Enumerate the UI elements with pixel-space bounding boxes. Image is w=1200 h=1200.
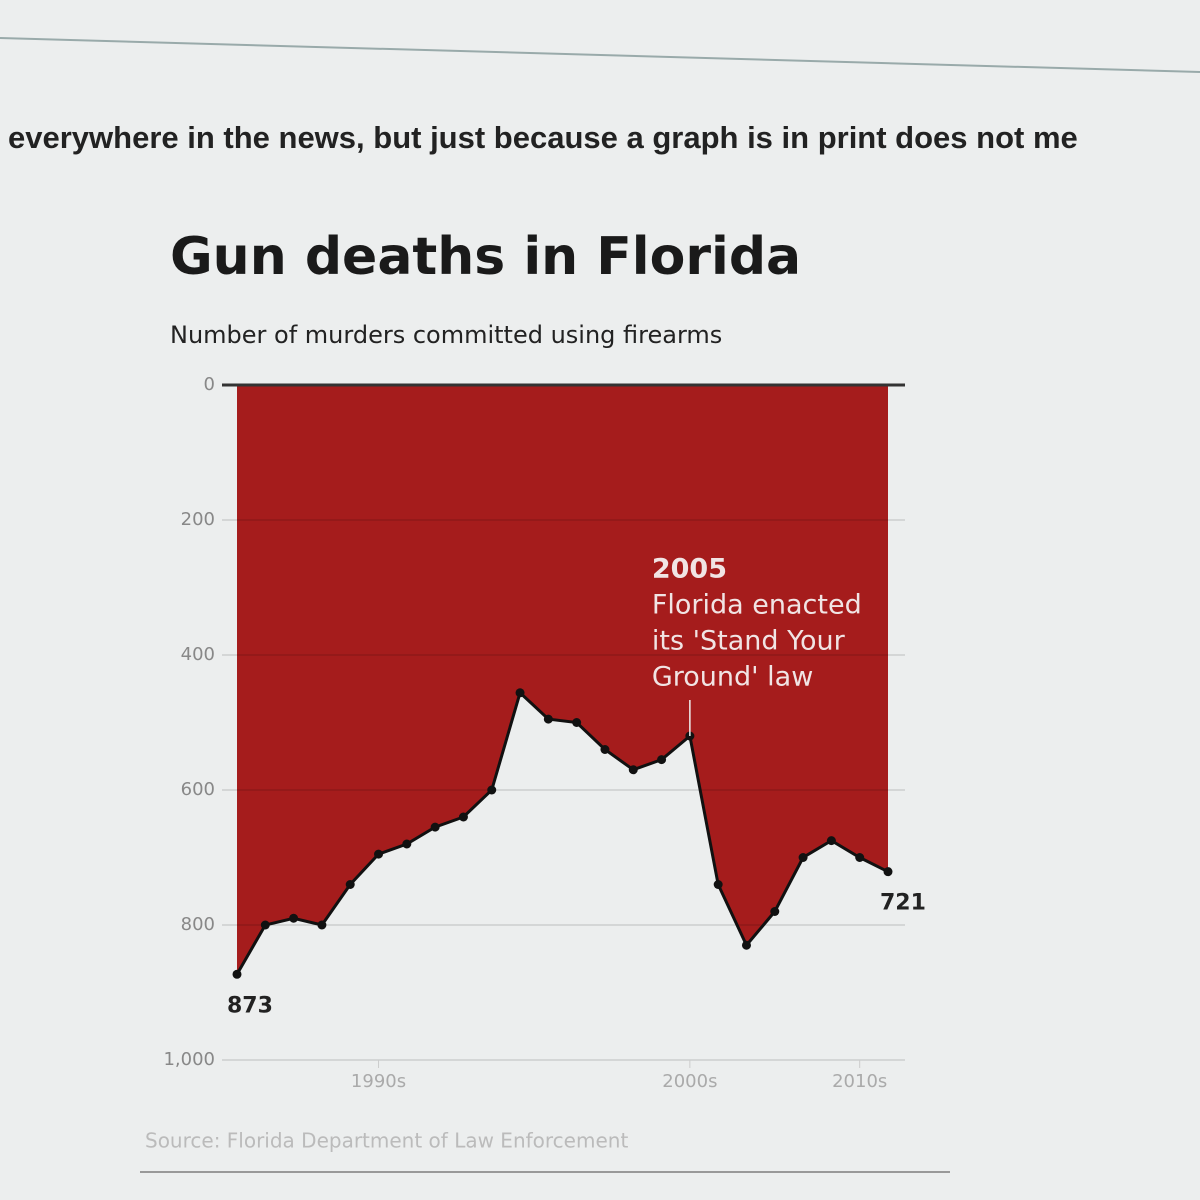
y-tick-label: 600: [181, 779, 215, 800]
point: [798, 853, 808, 862]
point: [289, 913, 299, 923]
x-tick-label: 1990s: [351, 1071, 406, 1092]
point: [374, 849, 384, 859]
point: [515, 688, 525, 698]
area: [237, 385, 888, 975]
data-label: 873: [227, 993, 273, 1018]
point: [458, 812, 468, 822]
x-tick-label: 2000s: [662, 1071, 717, 1092]
point: [232, 969, 242, 979]
annotation-text: its 'Stand Your: [652, 626, 846, 657]
point: [657, 755, 667, 765]
annotation-text: 2005: [652, 554, 727, 585]
chart-title: Gun deaths in Florida: [170, 227, 801, 287]
y-tick-label: 0: [204, 374, 215, 395]
chart-subtitle: Number of murders committed using firear…: [170, 321, 722, 349]
annotation-text: Ground' law: [652, 662, 813, 693]
point: [600, 745, 610, 754]
point: [855, 853, 865, 862]
data-label: 721: [880, 891, 926, 916]
annotation-text: Florida enacted: [652, 590, 862, 621]
divider: [0, 37, 1200, 73]
point: [770, 907, 780, 916]
y-tick-label: 400: [181, 644, 215, 665]
point: [883, 867, 893, 877]
point: [572, 718, 582, 727]
point: [430, 822, 440, 832]
source: Source: Florida Department of Law Enforc…: [145, 1129, 628, 1153]
x-tick-label: 2010s: [832, 1071, 887, 1092]
point: [713, 880, 723, 889]
point: [487, 785, 497, 795]
point: [741, 940, 751, 950]
point: [260, 920, 270, 930]
point: [345, 880, 355, 889]
point: [543, 714, 553, 724]
point: [826, 836, 836, 846]
header-text: everywhere in the news, but just because…: [8, 120, 1078, 155]
point: [402, 839, 412, 849]
y-tick-label: 1,000: [163, 1049, 215, 1070]
y-tick-label: 800: [181, 914, 215, 935]
point: [317, 920, 327, 930]
y-tick-label: 200: [181, 509, 215, 530]
point: [628, 765, 638, 775]
line: [235, 690, 889, 976]
